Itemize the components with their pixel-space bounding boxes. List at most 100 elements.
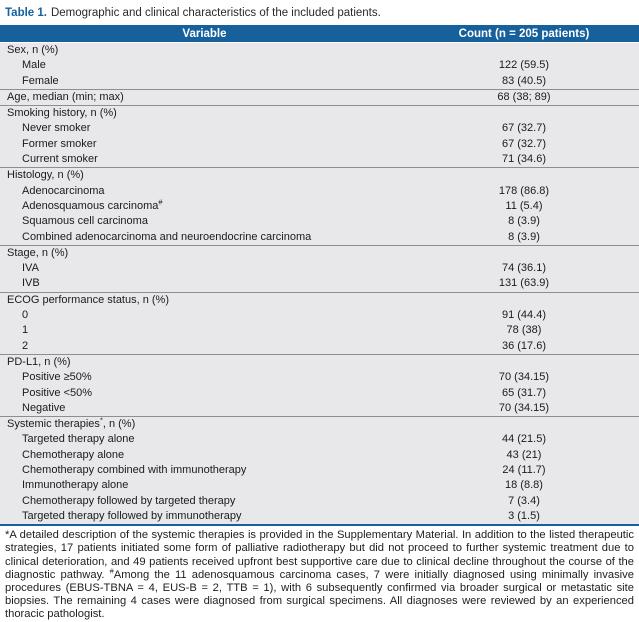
section-value <box>408 291 639 309</box>
row-value: 67 (32.7) <box>501 137 546 150</box>
table-row: IVA 74 (36.1) <box>0 261 639 276</box>
table-row: Immunotherapy alone 18 (8.8) <box>0 478 639 493</box>
section-header-row: Sex, n (%) <box>0 43 639 59</box>
row-label: Current smoker <box>22 153 98 166</box>
table-row: Targeted therapy followed by immunothera… <box>0 509 639 525</box>
table-row: Positive ≥50% 70 (34.15) <box>0 370 639 385</box>
row-label: Chemotherapy combined with immunotherapy <box>22 464 247 477</box>
row-value: 91 (44.4) <box>501 309 546 322</box>
row-value: 18 (8.8) <box>505 479 543 492</box>
table-row: Former smoker 67 (32.7) <box>0 137 639 152</box>
row-value: 11 (5.4) <box>505 199 543 212</box>
table-row: Female 83 (40.5) <box>0 74 639 90</box>
section-value <box>408 167 639 184</box>
row-label: Female <box>22 74 59 87</box>
section-label: Stage, n (%) <box>0 244 409 262</box>
row-value: 3 (1.5) <box>508 509 540 522</box>
footnote-text-part1: *A detailed description of the systemic … <box>5 529 634 581</box>
table-footnote: *A detailed description of the systemic … <box>0 526 639 621</box>
row-value: 36 (17.6) <box>501 339 546 352</box>
table-row: 1 78 (38) <box>0 323 639 338</box>
row-value: 67 (32.7) <box>501 122 546 135</box>
section-value <box>409 43 639 59</box>
row-label: Chemotherapy alone <box>22 448 125 461</box>
table-caption-label: Table 1. <box>5 7 47 19</box>
table-row: Targeted therapy alone 44 (21.5) <box>0 432 639 447</box>
row-label: 2 <box>22 339 29 352</box>
column-header-variable: Variable <box>0 25 409 43</box>
demographics-table: Variable Count (n = 205 patients) Sex, n… <box>0 25 639 527</box>
section-label: Smoking history, n (%) <box>0 105 409 122</box>
row-label: 1 <box>22 324 29 337</box>
row-label: Squamous cell carcinoma <box>22 215 148 228</box>
row-label: Positive <50% <box>22 386 93 399</box>
table-header-row: Variable Count (n = 205 patients) <box>0 25 639 43</box>
row-label: Never smoker <box>22 122 91 135</box>
row-label: IVA <box>22 262 39 275</box>
section-label: Histology, n (%) <box>0 167 409 184</box>
table-row: 2 36 (17.6) <box>0 339 639 355</box>
table-row: Negative 70 (34.15) <box>0 401 639 417</box>
section-value <box>408 105 639 122</box>
row-label: Targeted therapy alone <box>22 433 135 446</box>
row-label: Chemotherapy followed by targeted therap… <box>22 494 236 507</box>
table-row: Adenosquamous carcinoma# 11 (5.4) <box>0 199 639 214</box>
section-header-row: ECOG performance status, n (%) <box>0 291 639 309</box>
row-value: 70 (34.15) <box>498 371 550 384</box>
table-row: IVB 131 (63.9) <box>0 276 639 292</box>
table-row: Squamous cell carcinoma 8 (3.9) <box>0 214 639 229</box>
section-label: Age, median (min; max) <box>0 88 409 106</box>
section-header-row: PD-L1, n (%) <box>0 353 639 371</box>
row-label: Targeted therapy followed by immunothera… <box>22 509 242 522</box>
table-row: 0 91 (44.4) <box>0 308 639 323</box>
section-label: Systemic therapies*, n (%) <box>0 416 409 433</box>
row-value: 24 (11.7) <box>502 464 546 477</box>
table-row: Adenocarcinoma 178 (86.8) <box>0 184 639 199</box>
section-label: PD-L1, n (%) <box>0 353 409 371</box>
section-value <box>408 244 639 262</box>
footnote-hash-marker: # <box>109 566 114 576</box>
section-header-row: Smoking history, n (%) <box>0 105 639 122</box>
section-label: ECOG performance status, n (%) <box>0 291 409 309</box>
row-label: Immunotherapy alone <box>22 479 129 492</box>
row-value: 44 (21.5) <box>501 433 546 446</box>
section-header-row: Age, median (min; max) 68 (38; 89) <box>0 88 639 106</box>
row-label: 0 <box>22 309 29 322</box>
row-value: 122 (59.5) <box>498 59 550 72</box>
table-row: Chemotherapy followed by targeted therap… <box>0 494 639 509</box>
row-label: Positive ≥50% <box>22 371 92 384</box>
section-header-row: Stage, n (%) <box>0 244 639 262</box>
row-value: 43 (21) <box>506 448 542 461</box>
row-value: 65 (31.7) <box>501 386 546 399</box>
row-label: Male <box>22 59 46 72</box>
table-row: Combined adenocarcinoma and neuroendocri… <box>0 230 639 246</box>
table-row: Never smoker 67 (32.7) <box>0 121 639 136</box>
row-value: 74 (36.1) <box>501 262 546 275</box>
row-value: 131 (63.9) <box>498 277 550 290</box>
row-value: 7 (3.4) <box>508 494 540 507</box>
row-value: 78 (38) <box>506 324 542 337</box>
row-label: Negative <box>22 401 66 414</box>
table-row: Male 122 (59.5) <box>0 58 639 73</box>
table-row: Current smoker 71 (34.6) <box>0 152 639 168</box>
row-label: Adenosquamous carcinoma# <box>22 198 163 212</box>
column-header-count: Count (n = 205 patients) <box>408 25 639 43</box>
table-caption: Table 1. Demographic and clinical charact… <box>0 0 639 25</box>
row-value: 178 (86.8) <box>498 184 550 197</box>
row-label: IVB <box>22 277 40 290</box>
section-value <box>408 353 639 371</box>
row-label: Combined adenocarcinoma and neuroendocri… <box>22 230 312 243</box>
row-label: Adenocarcinoma <box>22 184 105 197</box>
table-row: Positive <50% 65 (31.7) <box>0 386 639 401</box>
section-header-row: Histology, n (%) <box>0 167 639 184</box>
section-value: 68 (38; 89) <box>408 88 639 106</box>
row-label: Former smoker <box>22 137 97 150</box>
table-caption-text: Demographic and clinical characteristics… <box>50 7 381 19</box>
table-row: Chemotherapy alone 43 (21) <box>0 448 639 463</box>
section-label: Sex, n (%) <box>7 44 59 56</box>
section-value <box>408 416 639 433</box>
row-value: 83 (40.5) <box>501 74 546 87</box>
section-header-row: Systemic therapies*, n (%) <box>0 416 639 433</box>
table-row: Chemotherapy combined with immunotherapy… <box>0 463 639 478</box>
